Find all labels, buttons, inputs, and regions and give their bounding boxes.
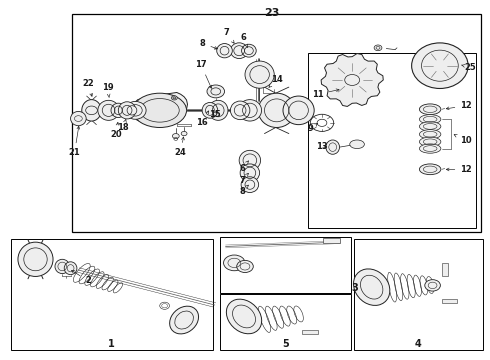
Ellipse shape — [425, 280, 441, 291]
Ellipse shape — [64, 262, 77, 275]
Polygon shape — [321, 54, 383, 107]
Ellipse shape — [238, 100, 262, 121]
Circle shape — [181, 131, 187, 136]
Text: 10: 10 — [454, 135, 472, 145]
Ellipse shape — [118, 102, 136, 119]
Circle shape — [173, 97, 176, 99]
Ellipse shape — [419, 130, 441, 139]
Text: 13: 13 — [316, 142, 328, 151]
Ellipse shape — [412, 43, 468, 89]
Text: 4: 4 — [415, 339, 422, 349]
Text: 23: 23 — [264, 8, 279, 18]
Ellipse shape — [170, 306, 198, 334]
Ellipse shape — [283, 96, 314, 125]
Text: 25: 25 — [462, 63, 476, 72]
Text: 19: 19 — [102, 83, 113, 97]
Ellipse shape — [71, 111, 86, 126]
Text: 11: 11 — [312, 89, 339, 99]
Text: 12: 12 — [446, 101, 472, 110]
Text: 20: 20 — [111, 122, 122, 139]
Text: 12: 12 — [446, 166, 472, 175]
Bar — [220, 237, 351, 293]
Ellipse shape — [245, 61, 274, 88]
Polygon shape — [132, 93, 188, 126]
Text: 15: 15 — [209, 111, 221, 120]
Bar — [11, 239, 213, 350]
Text: 22: 22 — [82, 79, 94, 96]
Ellipse shape — [419, 164, 441, 175]
Text: 6: 6 — [240, 33, 248, 48]
Ellipse shape — [111, 103, 125, 117]
Text: 5: 5 — [282, 339, 289, 349]
Circle shape — [172, 134, 179, 139]
Text: 21: 21 — [69, 126, 80, 157]
Ellipse shape — [258, 93, 295, 127]
Ellipse shape — [419, 144, 441, 153]
Ellipse shape — [124, 102, 146, 119]
Ellipse shape — [419, 122, 441, 131]
Bar — [354, 239, 483, 350]
Text: 24: 24 — [175, 137, 187, 157]
Ellipse shape — [353, 269, 390, 305]
Ellipse shape — [223, 255, 245, 271]
Bar — [442, 263, 448, 276]
Bar — [220, 294, 351, 350]
Ellipse shape — [217, 44, 232, 58]
Bar — [442, 299, 457, 303]
Ellipse shape — [18, 242, 53, 276]
Text: 17: 17 — [196, 60, 212, 88]
Text: 9: 9 — [307, 123, 318, 134]
Text: 14: 14 — [269, 75, 283, 87]
Ellipse shape — [242, 44, 256, 57]
Ellipse shape — [98, 100, 119, 120]
Ellipse shape — [326, 140, 340, 154]
Circle shape — [374, 45, 382, 51]
Ellipse shape — [240, 164, 260, 182]
Ellipse shape — [419, 137, 441, 147]
Ellipse shape — [133, 93, 187, 127]
Text: 3: 3 — [351, 283, 358, 293]
Bar — [308, 53, 476, 228]
Text: 2: 2 — [72, 270, 91, 285]
Ellipse shape — [230, 43, 248, 59]
Ellipse shape — [419, 114, 441, 124]
Ellipse shape — [350, 140, 365, 149]
Ellipse shape — [127, 106, 137, 115]
Ellipse shape — [202, 103, 218, 118]
Ellipse shape — [82, 100, 101, 121]
Text: 18: 18 — [118, 120, 129, 132]
Ellipse shape — [55, 259, 70, 274]
Ellipse shape — [230, 101, 250, 120]
Ellipse shape — [419, 104, 441, 114]
Text: 6: 6 — [239, 161, 248, 173]
Bar — [72, 14, 481, 232]
Ellipse shape — [241, 177, 259, 193]
Text: 7: 7 — [223, 28, 234, 43]
Text: 1: 1 — [108, 339, 114, 349]
Text: 8: 8 — [200, 39, 218, 49]
Ellipse shape — [239, 150, 261, 170]
Text: 8: 8 — [239, 185, 248, 196]
Ellipse shape — [237, 260, 253, 273]
Circle shape — [172, 96, 177, 100]
Bar — [323, 238, 341, 243]
Ellipse shape — [208, 100, 228, 120]
Bar — [302, 330, 318, 334]
Ellipse shape — [207, 85, 224, 98]
Ellipse shape — [226, 299, 262, 334]
Text: 7: 7 — [239, 174, 248, 185]
Text: 16: 16 — [196, 111, 209, 127]
